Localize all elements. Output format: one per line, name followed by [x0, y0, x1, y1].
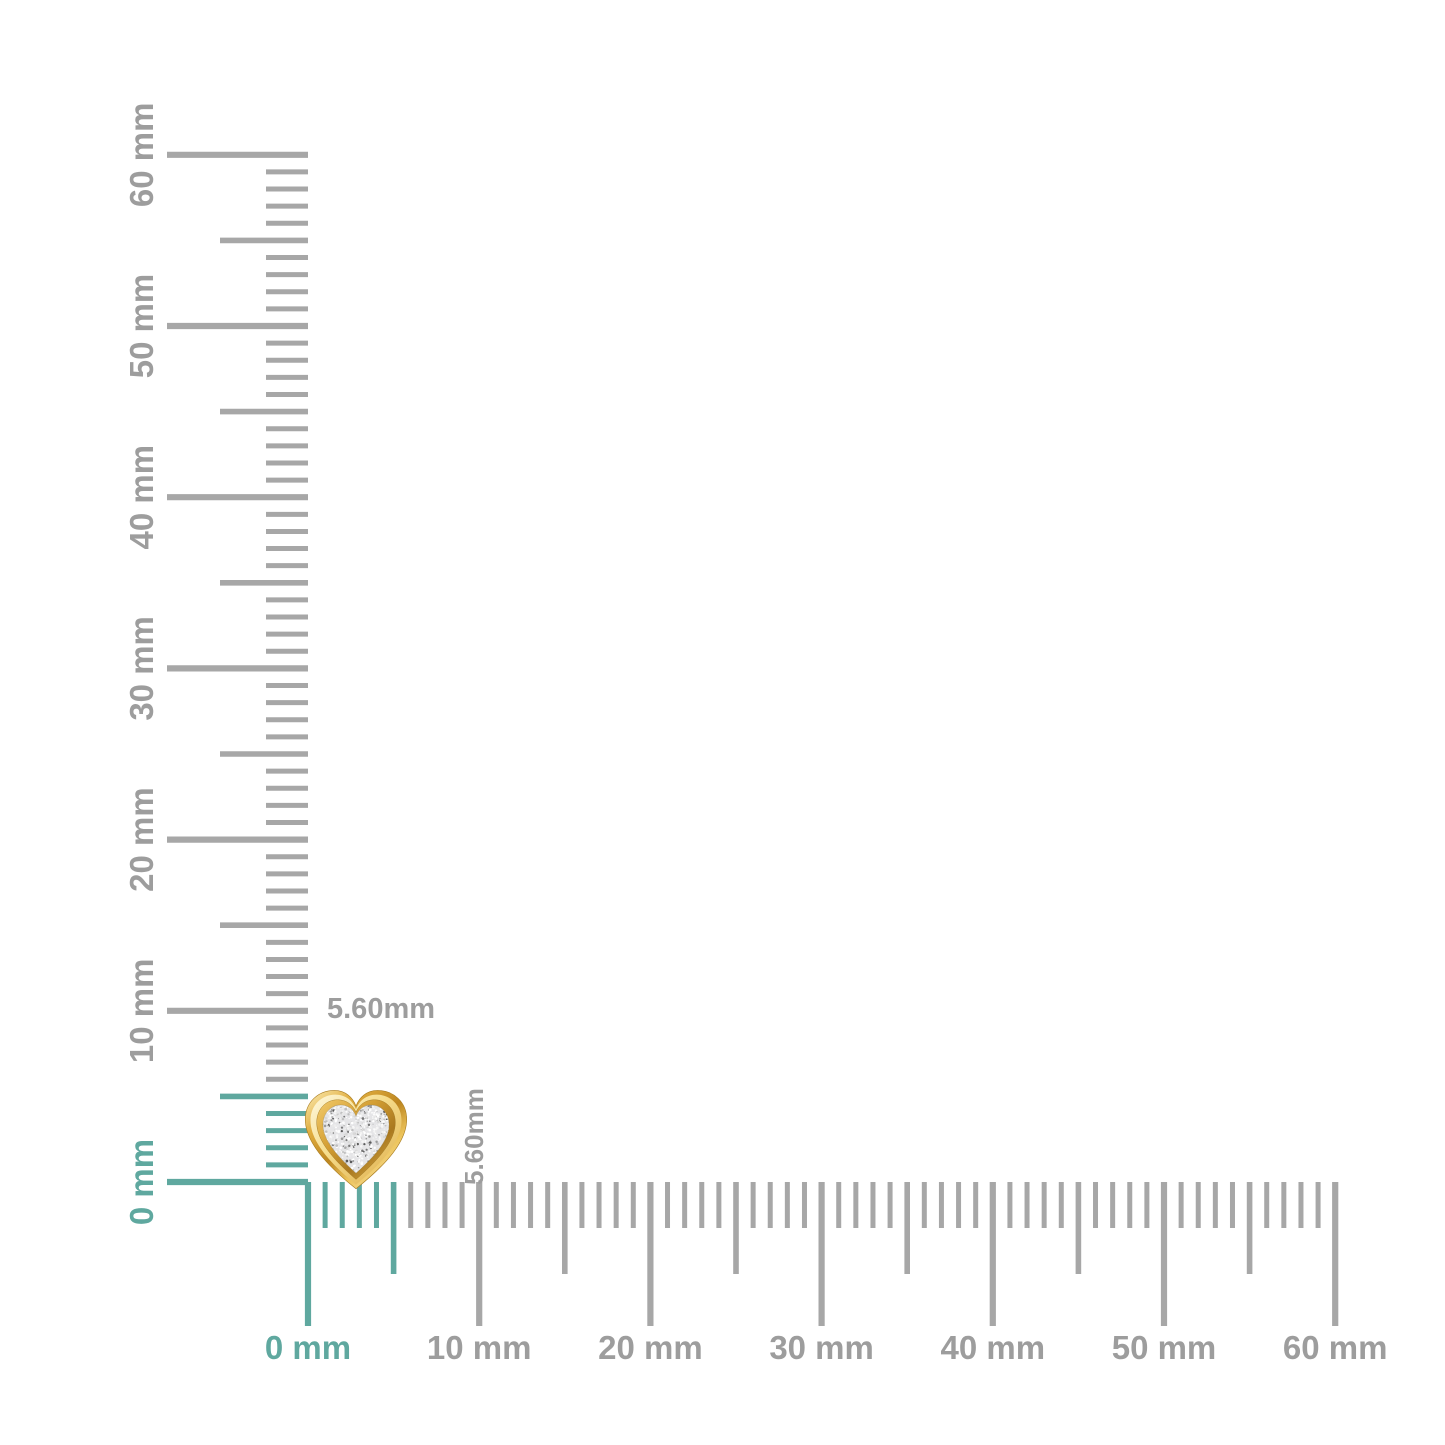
svg-text:60 mm: 60 mm — [1283, 1329, 1388, 1366]
svg-text:50 mm: 50 mm — [123, 274, 160, 379]
svg-text:10 mm: 10 mm — [123, 959, 160, 1064]
svg-text:40 mm: 40 mm — [123, 445, 160, 550]
svg-text:5.60mm: 5.60mm — [459, 1088, 489, 1185]
svg-text:20 mm: 20 mm — [123, 787, 160, 892]
svg-text:20 mm: 20 mm — [598, 1329, 703, 1366]
svg-text:40 mm: 40 mm — [941, 1329, 1046, 1366]
svg-text:10 mm: 10 mm — [427, 1329, 532, 1366]
svg-text:50 mm: 50 mm — [1112, 1329, 1217, 1366]
svg-text:5.60mm: 5.60mm — [327, 993, 435, 1025]
svg-text:30 mm: 30 mm — [769, 1329, 874, 1366]
svg-text:30 mm: 30 mm — [123, 616, 160, 721]
svg-text:60 mm: 60 mm — [123, 103, 160, 208]
svg-text:0 mm: 0 mm — [265, 1329, 351, 1366]
svg-text:0 mm: 0 mm — [123, 1139, 160, 1225]
